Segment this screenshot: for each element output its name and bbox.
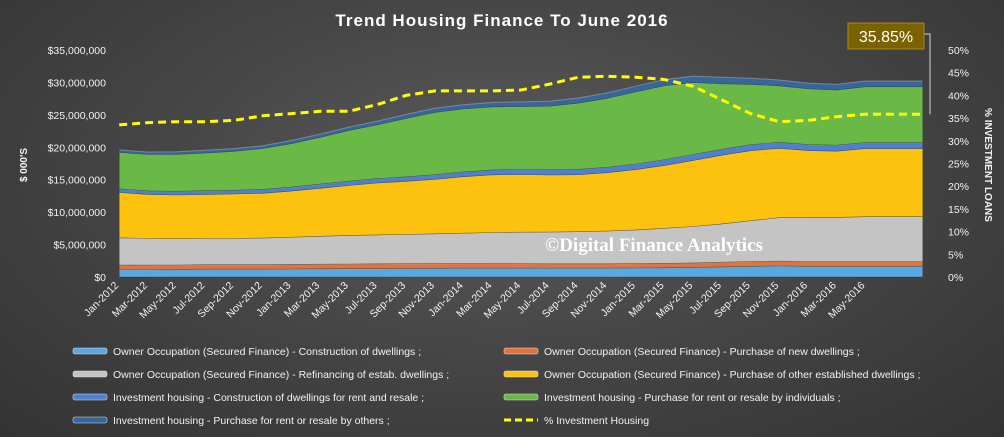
investment-percent-layer (119, 74, 923, 127)
legend-label: Investment housing - Purchase for rent o… (113, 415, 390, 427)
right-axis-title: % INVESTMENT LOANS (982, 108, 993, 222)
area-series-7 (118, 75, 924, 155)
right-tick-label: 30% (948, 136, 969, 148)
left-tick-label: $5,000,000 (53, 240, 106, 252)
legend-item: Investment housing - Purchase for rent o… (503, 392, 840, 404)
right-tick-label: 10% (948, 227, 969, 239)
legend-item: Owner Occupation (Secured Finance) - Con… (72, 346, 421, 358)
right-tick-label: 45% (948, 68, 969, 80)
legend-swatch (72, 393, 108, 401)
x-axis: Jan-2012Mar-2012May-2012Jul-2012Sep-2012… (82, 280, 868, 322)
legend-label: Owner Occupation (Secured Finance) - Pur… (544, 346, 860, 358)
chart-title: Trend Housing Finance To June 2016 (335, 11, 668, 30)
callout-leader (924, 33, 931, 115)
callout-layer: 35.85% (847, 22, 931, 115)
legend-label: Owner Occupation (Secured Finance) - Pur… (544, 369, 920, 381)
area-edge-7 (119, 75, 923, 153)
stacked-area-layer (118, 75, 924, 278)
callout-label: 35.85% (859, 29, 913, 46)
left-tick-label: $10,000,000 (48, 207, 107, 219)
legend-swatch (72, 347, 108, 355)
right-tick-label: 15% (948, 204, 969, 216)
watermark: ©Digital Finance Analytics (545, 235, 763, 256)
legend-item: Owner Occupation (Secured Finance) - Pur… (503, 369, 920, 381)
legend-swatch (503, 370, 539, 378)
right-tick-label: 40% (948, 90, 969, 102)
left-tick-label: $15,000,000 (48, 175, 107, 187)
legend-label: Investment housing - Purchase for rent o… (544, 392, 840, 404)
legend: Owner Occupation (Secured Finance) - Con… (72, 346, 920, 427)
legend-item: Investment housing - Construction of dwe… (72, 392, 424, 404)
left-axis: $0 $5,000,000 $10,000,000 $15,000,000 $20,00… (48, 45, 107, 284)
right-axis: 0% 5% 10% 15% 20% 25% 30% 35% 40% 45% 50% (948, 45, 969, 284)
callout-box (847, 22, 925, 50)
legend-item: % Investment Housing (504, 415, 649, 427)
left-axis-title: $ 000'S (19, 148, 30, 182)
left-tick-label: $0 (94, 272, 106, 284)
investment-percent-line (119, 74, 923, 127)
watermark-layer: ©Digital Finance Analytics (545, 235, 763, 256)
legend-label: Owner Occupation (Secured Finance) - Con… (113, 346, 421, 358)
left-tick-label: $35,000,000 (48, 45, 107, 57)
legend-swatch (72, 370, 108, 378)
right-tick-label: 50% (948, 45, 969, 57)
legend-swatch (503, 393, 539, 401)
right-tick-label: 0% (948, 272, 963, 284)
right-tick-label: 25% (948, 159, 969, 171)
legend-item: Owner Occupation (Secured Finance) - Pur… (503, 346, 860, 358)
right-tick-label: 35% (948, 113, 969, 125)
right-tick-label: 5% (948, 249, 963, 261)
legend-label: Investment housing - Construction of dwe… (113, 392, 424, 404)
legend-label: % Investment Housing (544, 415, 649, 427)
legend-swatch (72, 416, 108, 424)
legend-item: Investment housing - Purchase for rent o… (72, 415, 390, 427)
left-tick-label: $30,000,000 (48, 77, 107, 89)
legend-label: Owner Occupation (Secured Finance) - Ref… (113, 369, 449, 381)
left-tick-label: $20,000,000 (48, 142, 107, 154)
right-tick-label: 20% (948, 181, 969, 193)
legend-swatch (503, 347, 539, 355)
left-tick-label: $25,000,000 (48, 110, 107, 122)
legend-item: Owner Occupation (Secured Finance) - Ref… (72, 369, 449, 381)
